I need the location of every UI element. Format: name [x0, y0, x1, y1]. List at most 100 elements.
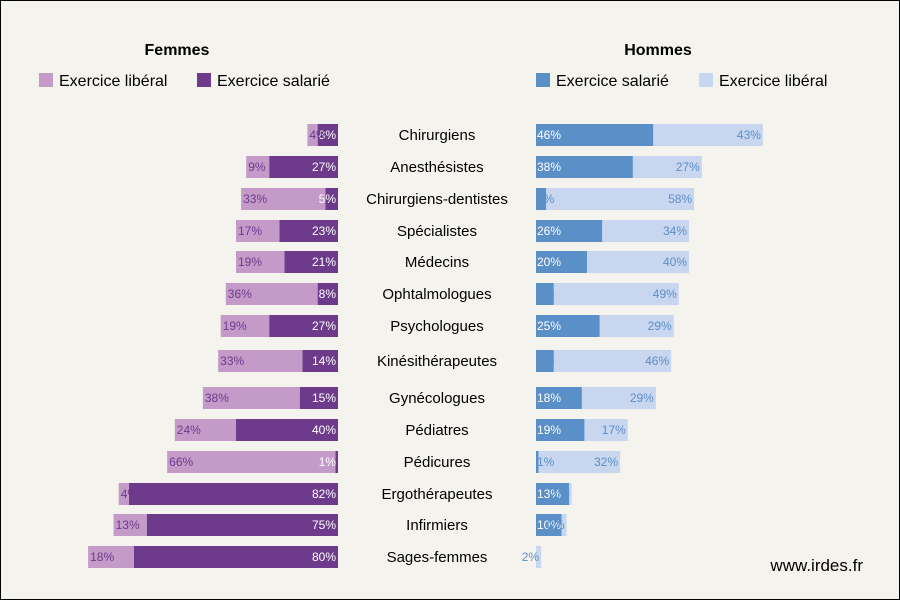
label-femmes-salarie: 1%: [319, 455, 337, 469]
bar-femmes-salarie: [317, 124, 338, 146]
category-label: Chirurgiens-dentistes: [366, 191, 508, 208]
bar-hommes-salarie: [536, 387, 582, 409]
bar-femmes-salarie: [134, 546, 338, 568]
label-femmes-liberal: 33%: [220, 354, 244, 368]
bar-hommes-salarie: [536, 451, 539, 473]
bar-femmes-salarie: [128, 483, 338, 505]
bar-hommes-liberal: [581, 387, 656, 409]
bar-hommes-salarie: [536, 188, 547, 210]
label-femmes-liberal: 33%: [243, 192, 267, 206]
label-femmes-liberal: 24%: [177, 423, 201, 437]
legend-label-femmes-liberal: Exercice libéral: [59, 73, 167, 90]
label-femmes-salarie: 21%: [312, 255, 336, 269]
bar-femmes-liberal: [218, 350, 303, 372]
label-hommes-liberal: 2%: [547, 518, 565, 532]
label-femmes-salarie: 8%: [319, 287, 337, 301]
label-femmes-liberal: 19%: [223, 319, 247, 333]
category-label: Anesthésistes: [390, 159, 483, 176]
label-hommes-salarie: 19%: [537, 423, 561, 437]
bar-hommes-liberal: [602, 220, 689, 242]
bar-femmes-salarie: [269, 315, 338, 337]
bar-hommes-salarie: [536, 156, 633, 178]
label-femmes-salarie: 80%: [312, 550, 336, 564]
label-hommes-salarie: 13%: [537, 487, 561, 501]
bar-hommes-salarie: [536, 419, 585, 441]
source-url: www.irdes.fr: [769, 556, 863, 575]
bar-femmes-liberal: [236, 220, 280, 242]
bar-hommes-liberal: [599, 315, 674, 337]
label-femmes-salarie: 23%: [312, 224, 336, 238]
bar-femmes-salarie: [269, 156, 338, 178]
bar-femmes-salarie: [302, 350, 338, 372]
label-hommes-salarie: 7%: [537, 287, 555, 301]
label-hommes-salarie: 1%: [537, 455, 555, 469]
bar-hommes-salarie: [536, 483, 570, 505]
bar-femmes-salarie: [236, 419, 338, 441]
category-label: Infirmiers: [406, 517, 468, 534]
bar-hommes-liberal: [538, 451, 621, 473]
label-femmes-salarie: 5%: [319, 192, 337, 206]
bar-hommes-salarie: [536, 283, 554, 305]
bar-femmes-liberal: [202, 387, 300, 409]
label-femmes-liberal: 4%: [309, 128, 327, 142]
label-femmes-liberal: 18%: [90, 550, 114, 564]
label-hommes-liberal: 40%: [663, 255, 687, 269]
label-femmes-salarie: 27%: [312, 319, 336, 333]
label-femmes-liberal: 9%: [248, 160, 266, 174]
bar-femmes-liberal: [225, 283, 318, 305]
bar-hommes-liberal: [561, 514, 567, 536]
label-hommes-liberal: 27%: [676, 160, 700, 174]
bar-femmes-salarie: [325, 188, 338, 210]
category-label: Pédicures: [404, 454, 471, 471]
bar-hommes-salarie: [536, 124, 654, 146]
label-hommes-salarie: 26%: [537, 224, 561, 238]
bar-femmes-liberal: [113, 514, 147, 536]
label-hommes-liberal: 1%: [552, 487, 570, 501]
category-label: Gynécologues: [389, 390, 485, 407]
category-label: Sages-femmes: [387, 549, 488, 566]
bar-hommes-liberal: [653, 124, 763, 146]
bar-femmes-liberal: [174, 419, 236, 441]
bar-femmes-liberal: [307, 124, 318, 146]
legend-swatch-femmes-salarie: [197, 73, 211, 87]
bar-hommes-liberal: [553, 350, 672, 372]
label-hommes-liberal: 58%: [668, 192, 692, 206]
label-hommes-salarie: 4%: [537, 192, 555, 206]
label-femmes-salarie: 14%: [312, 354, 336, 368]
bar-femmes-salarie: [279, 220, 338, 242]
bar-femmes-salarie: [335, 451, 338, 473]
bar-hommes-liberal: [632, 156, 702, 178]
legend-swatch-hommes-liberal: [699, 73, 713, 87]
bar-femmes-salarie: [317, 283, 338, 305]
label-hommes-salarie: 10%: [537, 518, 561, 532]
bar-femmes-liberal: [167, 451, 336, 473]
bar-hommes-liberal: [536, 546, 542, 568]
bar-hommes-salarie: [536, 220, 603, 242]
category-label: Spécialistes: [397, 223, 477, 240]
label-hommes-salarie: 7%: [537, 354, 555, 368]
bar-femmes-liberal: [246, 156, 270, 178]
bar-hommes-salarie: [536, 315, 600, 337]
legend-label-femmes-salarie: Exercice salarié: [217, 73, 330, 90]
label-femmes-salarie: 40%: [312, 423, 336, 437]
label-hommes-liberal: 46%: [645, 354, 669, 368]
label-femmes-salarie: 8%: [319, 128, 337, 142]
category-label: Ophtalmologues: [382, 286, 491, 303]
category-label: Kinésithérapeutes: [377, 353, 497, 370]
bar-hommes-liberal: [584, 419, 628, 441]
bar-femmes-liberal: [241, 188, 326, 210]
category-label: Ergothérapeutes: [382, 486, 493, 503]
label-femmes-liberal: 13%: [116, 518, 140, 532]
right-panel-title: Hommes: [624, 42, 692, 59]
bar-femmes-liberal: [88, 546, 134, 568]
label-femmes-salarie: 82%: [312, 487, 336, 501]
label-femmes-liberal: 19%: [238, 255, 262, 269]
label-hommes-liberal: 29%: [648, 319, 672, 333]
label-femmes-liberal: 66%: [169, 455, 193, 469]
bar-femmes-salarie: [299, 387, 338, 409]
legend-label-hommes-salarie: Exercice salarié: [556, 73, 669, 90]
label-hommes-salarie: 20%: [537, 255, 561, 269]
